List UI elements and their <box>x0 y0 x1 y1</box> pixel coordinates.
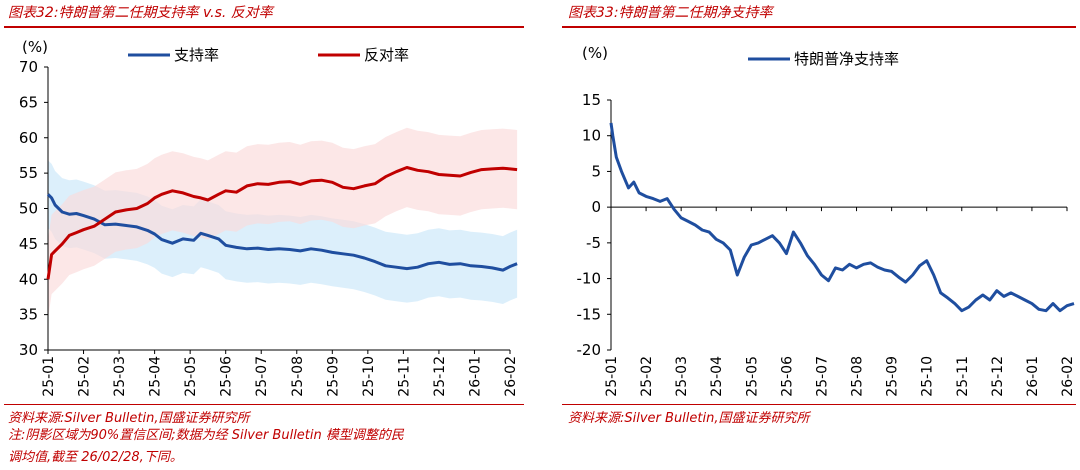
y-tick-label: 45 <box>19 235 38 253</box>
x-tick-label: 25-04 <box>709 356 725 397</box>
right-source: 资料来源:Silver Bulletin,国盛证券研究所 <box>568 411 810 426</box>
y-tick-label: 30 <box>19 341 38 359</box>
legend-label: 反对率 <box>364 46 409 64</box>
x-tick-label: 25-08 <box>290 356 306 397</box>
left-note: 注:阴影区域为90%置信区间;数据为经 Silver Bulletin 模型调整… <box>8 425 528 469</box>
x-tick-label: 25-11 <box>396 356 412 397</box>
y-tick-label: 40 <box>19 270 38 288</box>
x-tick-label: 25-07 <box>254 356 270 397</box>
unit-label: (%) <box>582 44 608 62</box>
y-tick-label: 35 <box>19 306 38 324</box>
x-tick-label: 26-01 <box>1025 356 1041 397</box>
x-tick-label: 25-01 <box>604 356 620 397</box>
y-tick-label: 60 <box>19 129 38 147</box>
right-chart-title: 图表33:特朗普第二任期净支持率 <box>568 5 773 21</box>
y-tick-label: 55 <box>19 164 38 182</box>
x-tick-label: 25-12 <box>990 356 1006 397</box>
y-tick-label: -5 <box>586 234 601 252</box>
left-footer-rule <box>4 404 524 405</box>
x-tick-label: 25-06 <box>219 356 235 397</box>
x-tick-label: 25-09 <box>325 356 341 397</box>
y-tick-label: 5 <box>591 162 601 180</box>
legend-label: 特朗普净支持率 <box>794 50 899 68</box>
x-tick-label: 25-02 <box>77 356 93 397</box>
x-tick-label: 25-08 <box>850 356 866 397</box>
x-tick-label: 26-02 <box>1060 356 1076 397</box>
x-tick-label: 25-11 <box>955 356 971 397</box>
y-tick-label: 10 <box>582 127 601 145</box>
legend-label: 支持率 <box>174 46 219 64</box>
x-tick-label: 25-03 <box>674 356 690 397</box>
x-tick-label: 25-04 <box>148 356 164 397</box>
x-tick-label: 25-10 <box>920 356 936 397</box>
y-tick-label: -10 <box>577 270 602 288</box>
x-tick-label: 25-01 <box>41 356 57 397</box>
x-tick-label: 25-06 <box>779 356 795 397</box>
x-tick-label: 25-02 <box>639 356 655 397</box>
y-tick-label: 50 <box>19 200 38 218</box>
y-tick-label: 0 <box>591 198 601 216</box>
left-note-line1: 注:阴影区域为90%置信区间;数据为经 Silver Bulletin 模型调整… <box>8 428 404 443</box>
series-line-secondary <box>46 166 518 280</box>
series-line-primary <box>46 193 518 272</box>
y-tick-label: -20 <box>577 341 602 359</box>
left-title-rule <box>4 26 524 28</box>
x-tick-label: 25-07 <box>814 356 830 397</box>
x-tick-label: 25-05 <box>744 356 760 397</box>
y-tick-label: 70 <box>19 58 38 76</box>
x-tick-label: 25-03 <box>112 356 128 397</box>
right-footer-rule <box>562 404 1076 405</box>
x-tick-label: 26-02 <box>503 356 519 397</box>
x-tick-label: 25-12 <box>432 356 448 397</box>
confidence-band-disapprove <box>48 127 518 319</box>
y-tick-label: 15 <box>582 91 601 109</box>
left-chart-title: 图表32:特朗普第二任期支持率 v.s. 反对率 <box>8 5 273 21</box>
y-tick-label: 65 <box>19 93 38 111</box>
x-tick-label: 25-10 <box>361 356 377 397</box>
y-tick-label: -15 <box>577 305 602 323</box>
unit-label: (%) <box>22 38 48 56</box>
x-tick-label: 25-05 <box>183 356 199 397</box>
x-tick-label: 25-09 <box>885 356 901 397</box>
left-source: 资料来源:Silver Bulletin,国盛证券研究所 <box>8 411 250 426</box>
left-chart: 30 35 40 45 50 55 60 65 70 25-01 25-02 25-03 25-04 25… <box>19 38 519 397</box>
right-chart: -20 -15 -10 -5 0 5 10 15 25-01 25-02 25-03 25-04 25-… <box>577 44 1077 397</box>
series-line-primary <box>609 122 1075 313</box>
x-tick-label: 26-01 <box>467 356 483 397</box>
left-note-line2: 调均值,截至 26/02/28,下同。 <box>8 450 183 465</box>
right-title-rule <box>562 26 1076 28</box>
